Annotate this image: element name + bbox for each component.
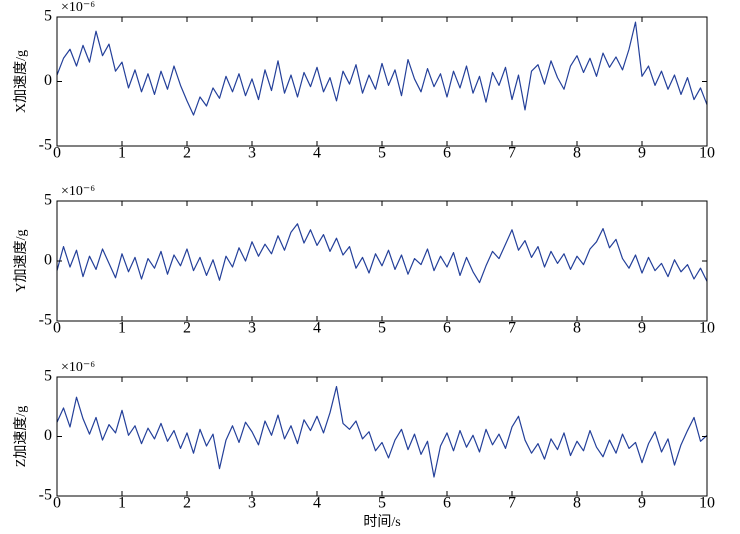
x-tick-label: 4 [313,145,321,162]
x-axis-label: 时间/s [363,514,400,530]
x-tick-label: 4 [313,495,321,512]
x-tick-label: 9 [638,495,646,512]
x-tick-label: 5 [378,145,386,162]
x-tick-label: 10 [699,145,715,162]
x-tick-label: 7 [508,145,516,162]
x-tick-label: 1 [118,495,126,512]
x-tick-label: 1 [118,145,126,162]
y-axis-label: Y加速度/g [13,230,29,293]
x-tick-label: 8 [573,495,581,512]
y-tick-label: 5 [44,368,52,385]
y-axis-label: Z加速度/g [13,406,29,467]
x-tick-label: 7 [508,495,516,512]
axis-multiplier: ×10⁻⁶ [61,184,95,199]
y-tick-label: 0 [44,72,52,89]
y-axis-label: X加速度/g [13,50,29,113]
y-tick-label: -5 [39,137,52,154]
x-tick-label: 6 [443,320,451,337]
axis-multiplier: ×10⁻⁶ [61,360,95,375]
x-tick-label: 7 [508,320,516,337]
signal-line [56,385,708,478]
y-tick-label: -5 [39,312,52,329]
y-tick-label: 5 [44,8,52,25]
x-tick-label: 2 [183,145,191,162]
x-tick-label: 2 [183,495,191,512]
axis-multiplier: ×10⁻⁶ [61,0,95,15]
x-tick-label: 0 [53,495,61,512]
x-tick-label: 1 [118,320,126,337]
x-tick-label: 0 [53,145,61,162]
x-tick-label: 8 [573,320,581,337]
signal-line [56,223,708,284]
x-tick-label: 9 [638,320,646,337]
x-tick-label: 8 [573,145,581,162]
x-tick-label: 6 [443,145,451,162]
y-tick-label: 0 [44,427,52,444]
x-tick-label: 3 [248,145,256,162]
x-tick-label: 10 [699,495,715,512]
x-tick-label: 9 [638,145,646,162]
x-tick-label: 5 [378,495,386,512]
x-tick-label: 0 [53,320,61,337]
x-tick-label: 5 [378,320,386,337]
x-tick-label: 4 [313,320,321,337]
signal-line [56,21,708,116]
axes-box [56,16,708,147]
x-tick-label: 3 [248,495,256,512]
axes-box [56,200,708,322]
x-tick-label: 10 [699,320,715,337]
x-tick-label: 2 [183,320,191,337]
y-tick-label: 5 [44,192,52,209]
x-tick-label: 6 [443,495,451,512]
y-tick-label: -5 [39,487,52,504]
y-tick-label: 0 [44,252,52,269]
axes-box [56,376,708,497]
x-tick-label: 3 [248,320,256,337]
